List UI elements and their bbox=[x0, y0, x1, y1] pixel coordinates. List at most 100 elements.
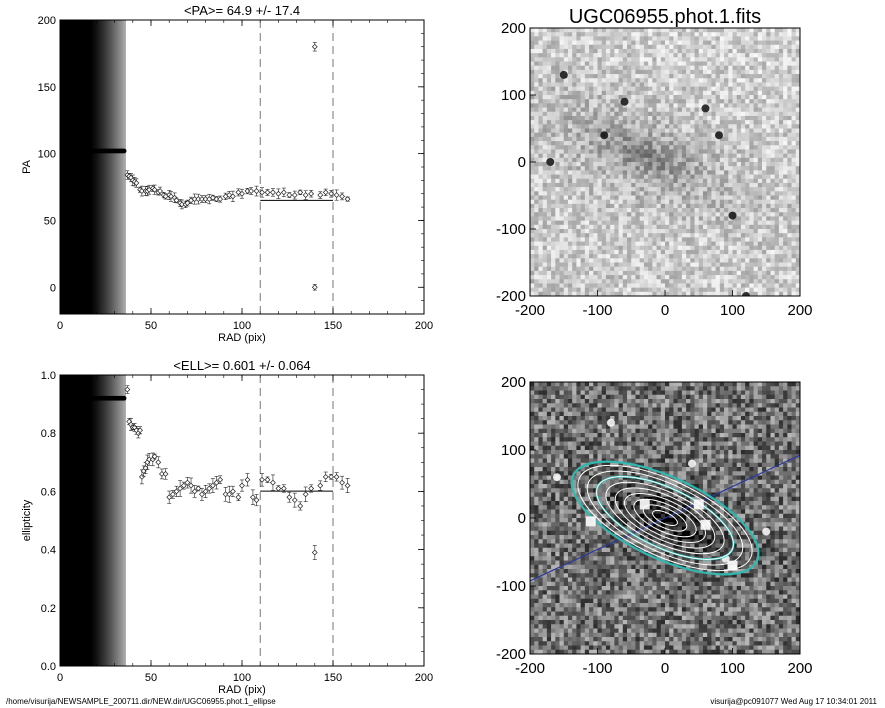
data-point bbox=[195, 193, 202, 205]
image-panel-2: -200 -100 0 100 200 -200 -100 0 100 200 bbox=[496, 374, 813, 677]
data-point bbox=[259, 187, 265, 198]
data-point bbox=[133, 178, 140, 188]
x-tick-label: -200 bbox=[515, 660, 545, 677]
y-tick-label: 0 bbox=[518, 510, 526, 527]
x-tick-label: 100 bbox=[720, 660, 745, 677]
data-point bbox=[339, 475, 345, 490]
x-tick-label: 200 bbox=[787, 302, 812, 319]
y-tick-label: 0 bbox=[50, 282, 56, 294]
y-tick-label: -200 bbox=[496, 646, 526, 663]
data-point bbox=[151, 184, 158, 195]
data-point bbox=[253, 494, 260, 507]
isophote-5 bbox=[614, 487, 716, 549]
x-tick-label: 0 bbox=[57, 320, 63, 332]
y-tick-label: 150 bbox=[38, 82, 56, 94]
data-point bbox=[191, 193, 198, 205]
x-axis-label: RAD (pix) bbox=[218, 684, 266, 696]
pa-axis-line bbox=[530, 454, 800, 582]
isophote-7 bbox=[596, 476, 734, 560]
data-point bbox=[202, 484, 209, 498]
data-point bbox=[244, 473, 251, 487]
isophote-6 bbox=[605, 481, 725, 555]
mask-patch bbox=[585, 516, 596, 527]
star-source bbox=[620, 97, 629, 106]
star-source bbox=[715, 131, 723, 140]
x-tick-label: 0 bbox=[661, 302, 669, 319]
data-point bbox=[230, 190, 236, 202]
data-point bbox=[344, 196, 351, 202]
x-tick-label: 150 bbox=[324, 672, 342, 684]
data-point bbox=[162, 468, 169, 480]
y-tick-label: 200 bbox=[38, 15, 56, 27]
data-point bbox=[322, 471, 329, 482]
y-tick-label: 100 bbox=[38, 149, 56, 161]
data-point bbox=[180, 481, 187, 490]
star-source bbox=[559, 70, 568, 79]
data-point bbox=[297, 189, 304, 196]
data-point bbox=[209, 478, 216, 493]
x-tick-label: 100 bbox=[233, 672, 251, 684]
y-tick-label: 200 bbox=[501, 20, 526, 37]
data-point bbox=[184, 477, 191, 489]
data-point bbox=[259, 473, 265, 487]
data-point bbox=[168, 191, 174, 202]
y-tick-label: 0.2 bbox=[41, 603, 56, 615]
footer-path: /home/visurija/NEWSAMPLE_200711.dir/NEW.… bbox=[6, 697, 276, 706]
data-point bbox=[280, 484, 287, 493]
y-tick-label: 0.8 bbox=[41, 428, 56, 440]
x-tick-label: 50 bbox=[145, 672, 157, 684]
data-point bbox=[166, 190, 173, 200]
y-tick-label: 0 bbox=[518, 154, 526, 171]
data-point bbox=[235, 188, 242, 197]
data-point bbox=[206, 483, 213, 494]
data-point bbox=[222, 192, 229, 200]
data-point bbox=[333, 472, 340, 482]
data-point bbox=[124, 385, 131, 394]
data-point bbox=[177, 480, 184, 497]
y-axis-label: ellipticity bbox=[21, 499, 33, 541]
image-area bbox=[530, 28, 800, 296]
data-point bbox=[250, 489, 256, 505]
mask-patch bbox=[693, 499, 704, 510]
data-point bbox=[188, 477, 194, 494]
x-tick-label: 200 bbox=[415, 320, 433, 332]
isophote-4 bbox=[624, 493, 706, 543]
mask-patch bbox=[639, 499, 650, 510]
x-tick-label: 0 bbox=[57, 672, 63, 684]
x-tick-label: 150 bbox=[324, 320, 342, 332]
data-point bbox=[155, 456, 162, 469]
data-point bbox=[157, 186, 163, 196]
data-point bbox=[333, 189, 340, 201]
data-point bbox=[302, 190, 309, 200]
chart-title: <ELL>= 0.601 +/- 0.064 bbox=[173, 358, 310, 373]
data-point bbox=[291, 492, 298, 508]
data-point bbox=[297, 501, 304, 511]
data-point bbox=[235, 493, 242, 501]
y-tick-label: 100 bbox=[501, 87, 526, 104]
star-source bbox=[546, 158, 555, 166]
data-point bbox=[291, 190, 298, 200]
data-point bbox=[169, 489, 176, 499]
data-point bbox=[286, 491, 293, 503]
data-point bbox=[226, 485, 233, 503]
data-point bbox=[328, 473, 335, 480]
star-source bbox=[688, 459, 696, 468]
y-axis-label: PA bbox=[21, 159, 33, 174]
data-point bbox=[264, 476, 271, 483]
y-tick-label: -200 bbox=[496, 288, 526, 305]
data-point bbox=[317, 191, 324, 199]
x-tick-label: 0 bbox=[661, 660, 669, 677]
image-area bbox=[530, 382, 800, 654]
data-point bbox=[339, 192, 345, 201]
x-tick-label: 50 bbox=[145, 320, 157, 332]
dense-point bbox=[121, 148, 127, 154]
data-point bbox=[199, 195, 205, 203]
y-tick-label: 1.0 bbox=[41, 370, 56, 382]
chart-title: <PA>= 64.9 +/- 17.4 bbox=[184, 3, 300, 18]
x-axis-label: RAD (pix) bbox=[218, 332, 266, 344]
outer-isophote-2 bbox=[570, 460, 760, 576]
y-tick-label: -100 bbox=[496, 221, 526, 238]
footer-stamp: visurija@pc091077 Wed Aug 17 10:34:01 20… bbox=[710, 697, 877, 706]
data-point bbox=[344, 478, 351, 494]
